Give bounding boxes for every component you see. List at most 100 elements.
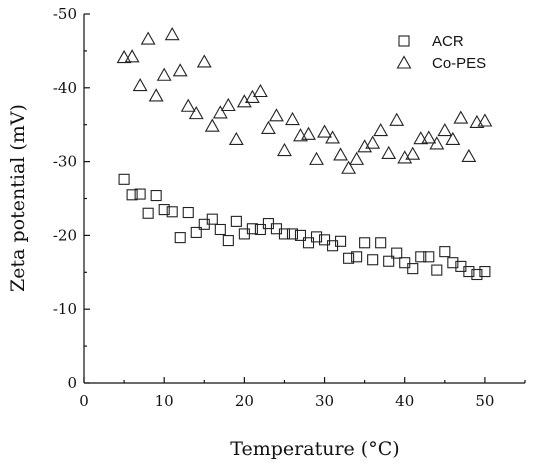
acr-data-point: [367, 254, 379, 266]
acr-data-point: [230, 215, 242, 227]
co-pes-data-point: [469, 114, 485, 129]
legend-label: ACR: [432, 33, 464, 50]
legend-marker: [398, 35, 410, 47]
acr-data-point: [415, 251, 427, 263]
series-acr: [118, 173, 491, 281]
legend-marker: [396, 55, 412, 69]
y-tick-label: -40: [53, 79, 77, 97]
co-pes-data-point: [140, 31, 156, 45]
co-pes-data-point: [268, 108, 284, 122]
co-pes-data-point: [156, 67, 172, 81]
y-tick-label: -10: [53, 300, 77, 318]
acr-data-point: [327, 240, 339, 252]
co-pes-data-point: [124, 49, 140, 63]
x-axis-label: Temperature (°C): [230, 438, 399, 460]
co-pes-data-point: [212, 105, 228, 119]
co-pes-data-point: [236, 94, 252, 108]
co-pes-data-point: [461, 148, 477, 162]
acr-data-point: [479, 266, 491, 278]
acr-data-point: [158, 204, 170, 216]
y-tick-label: 0: [67, 374, 77, 392]
co-pes-data-point: [429, 136, 445, 150]
x-tick-label: 40: [395, 392, 414, 410]
acr-data-point: [447, 257, 459, 269]
co-pes-data-point: [325, 130, 341, 144]
co-pes-data-point: [309, 151, 324, 165]
co-pes-data-point: [341, 160, 357, 174]
acr-data-point: [294, 229, 307, 241]
acr-data-point: [359, 237, 371, 249]
co-pes-data-point: [148, 88, 164, 102]
co-pes-data-point: [389, 112, 405, 126]
co-pes-data-point: [405, 146, 421, 160]
acr-data-point: [126, 189, 138, 201]
legend-label: Co-PES: [432, 55, 486, 72]
acr-data-point: [286, 228, 299, 240]
co-pes-data-point: [204, 118, 220, 132]
y-tick-label: -20: [53, 226, 77, 244]
co-pes-data-point: [413, 131, 429, 145]
co-pes-data-point: [260, 120, 276, 134]
acr-data-point: [134, 188, 146, 200]
acr-data-point: [391, 247, 403, 259]
acr-data-point: [407, 263, 419, 275]
acr-data-point: [439, 246, 451, 258]
acr-data-point: [118, 173, 130, 185]
acr-data-point: [182, 206, 194, 219]
acr-data-point: [222, 235, 234, 247]
co-pes-data-point: [293, 128, 308, 142]
axes: 0 10 20 30 40 50 0 -10 -20 -30 -40 -50: [53, 5, 526, 410]
co-pes-data-point: [421, 130, 437, 144]
acr-data-point: [246, 223, 258, 235]
legend: ACR Co-PES: [396, 33, 486, 72]
co-pes-data-point: [477, 113, 493, 127]
co-pes-data-point: [285, 111, 300, 126]
y-axis-label: Zeta potential (mV): [7, 104, 29, 292]
x-tick-label: 20: [235, 392, 254, 410]
x-tick-label: 30: [315, 392, 334, 410]
co-pes-data-point: [220, 97, 236, 112]
co-pes-data-point: [381, 145, 397, 160]
acr-data-point: [471, 268, 483, 281]
acr-data-point: [343, 252, 355, 264]
co-pes-data-point: [437, 122, 453, 137]
acr-data-point: [318, 234, 331, 246]
acr-data-point: [351, 251, 363, 263]
acr-data-point: [383, 255, 395, 267]
co-pes-data-point: [301, 126, 316, 140]
y-tick-label: -30: [53, 153, 77, 171]
acr-data-point: [214, 223, 226, 236]
acr-data-point: [431, 264, 443, 276]
co-pes-data-point: [196, 54, 212, 68]
acr-data-point: [206, 213, 218, 225]
data-series: [116, 27, 493, 281]
acr-data-point: [310, 231, 323, 243]
co-pes-data-point: [453, 110, 469, 124]
co-pes-data-point: [116, 49, 132, 64]
co-pes-data-point: [349, 151, 365, 165]
acr-data-point: [190, 226, 202, 238]
acr-data-point: [423, 251, 435, 263]
x-tick-label: 0: [79, 392, 89, 410]
acr-data-point: [278, 228, 291, 240]
acr-data-point: [375, 237, 387, 249]
co-pes-data-point: [365, 135, 381, 149]
co-pes-data-point: [172, 63, 188, 77]
co-pes-data-point: [252, 83, 268, 98]
acr-data-point: [142, 207, 154, 219]
co-pes-data-point: [188, 106, 204, 120]
series-co-pes: [116, 27, 493, 174]
acr-data-point: [463, 266, 475, 278]
co-pes-data-point: [164, 27, 180, 41]
co-pes-data-point: [180, 98, 196, 112]
acr-data-point: [254, 223, 266, 236]
y-tick-label: -50: [53, 5, 77, 23]
acr-data-point: [150, 189, 162, 202]
acr-data-point: [166, 206, 178, 218]
co-pes-data-point: [132, 77, 148, 92]
co-pes-data-point: [277, 142, 292, 157]
acr-data-point: [174, 232, 186, 244]
acr-data-point: [302, 237, 315, 249]
